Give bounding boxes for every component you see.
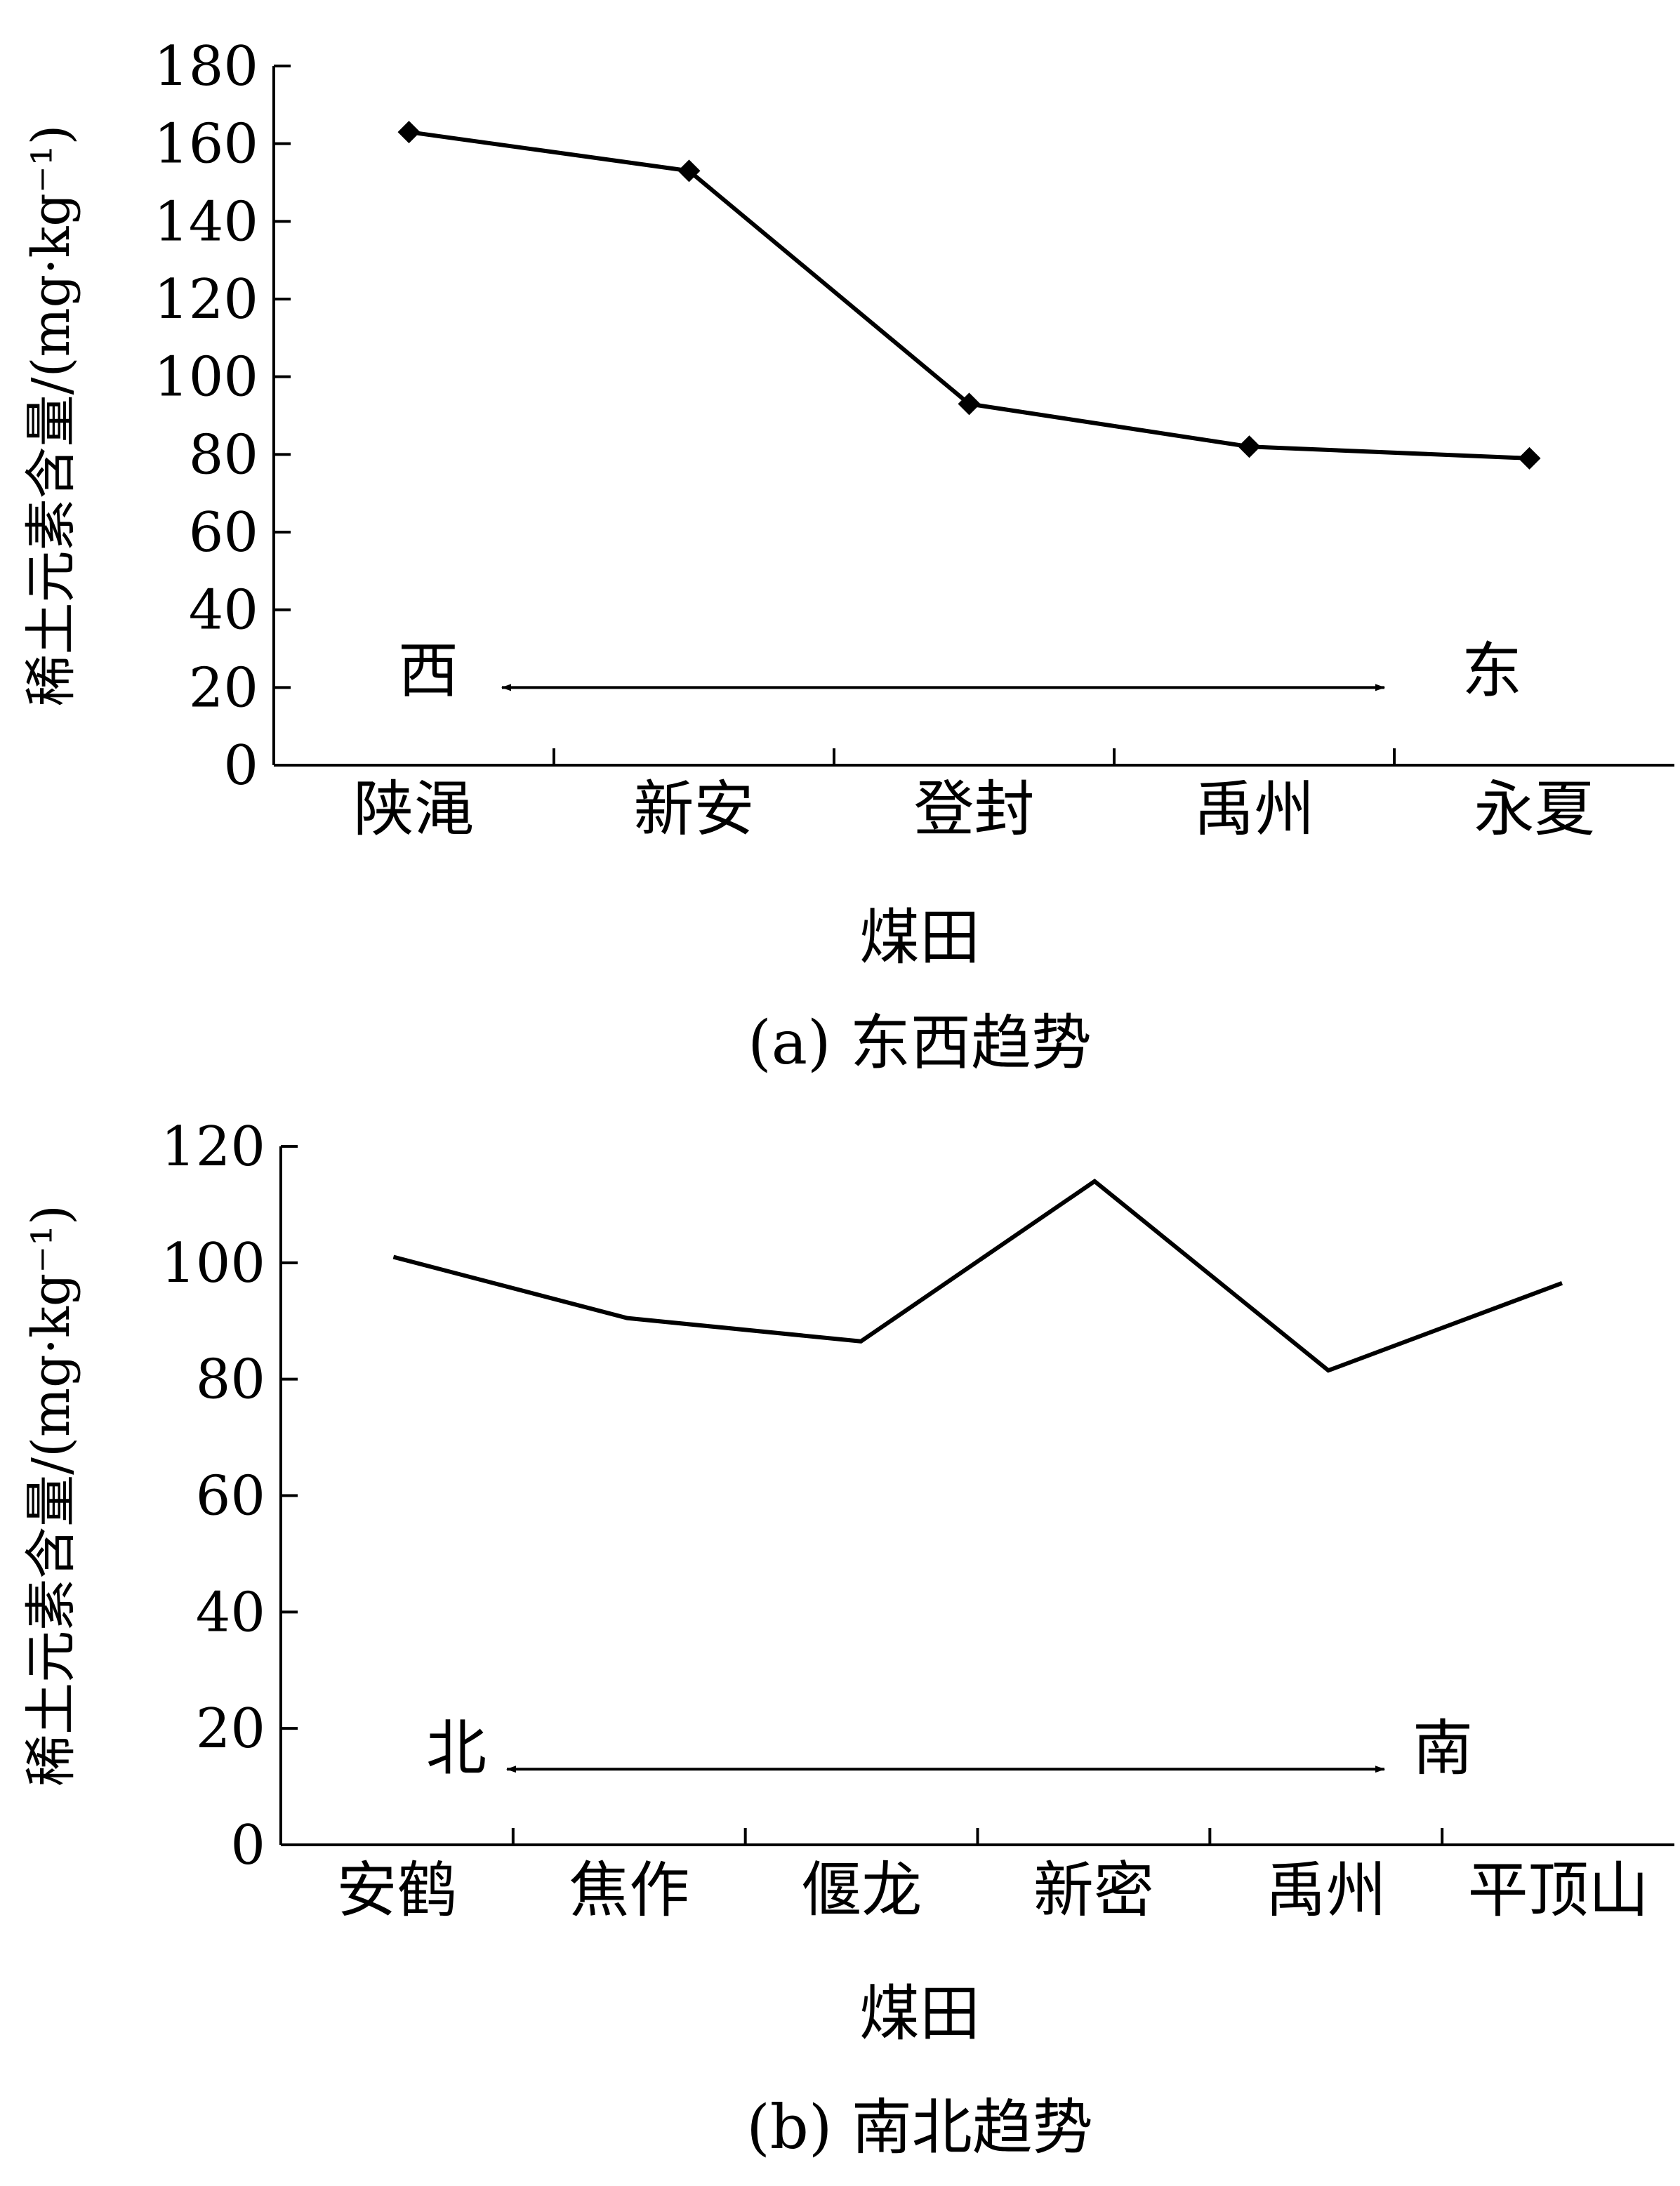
chart-caption: (a) 东西趋势 [748, 1008, 1092, 1078]
y-tick-label: 120 [154, 268, 258, 331]
x-tick-label: 新密 [1033, 1855, 1154, 1926]
y-tick-label: 40 [196, 1581, 265, 1644]
y-tick-label: 140 [154, 190, 258, 253]
y-tick-label: 40 [189, 579, 258, 642]
y-tick-label: 80 [189, 423, 258, 486]
y-tick-label: 120 [161, 1115, 265, 1179]
y-tick-label: 160 [154, 113, 258, 176]
data-point [1518, 446, 1541, 470]
x-tick-label: 偃龙 [801, 1855, 922, 1926]
direction-label-left: 北 [426, 1714, 487, 1784]
data-point [958, 392, 981, 416]
chart-caption: (b) 南北趋势 [746, 2093, 1093, 2163]
y-tick-label: 60 [189, 501, 258, 564]
y-axis-title: 稀土元素含量/(mg·kg⁻¹) [21, 125, 81, 707]
y-tick-label: 0 [223, 734, 258, 797]
direction-label-left: 西 [398, 636, 458, 706]
x-tick-label: 焦作 [569, 1855, 689, 1926]
series-line [392, 1179, 1563, 1373]
x-axis-title: 煤田 [859, 1979, 980, 2049]
y-tick-label: 60 [196, 1465, 265, 1528]
x-tick-label: 禹州 [1266, 1855, 1387, 1926]
x-tick-label: 平顶山 [1468, 1855, 1649, 1926]
data-point [1238, 435, 1261, 458]
x-tick-label: 陕渑 [354, 774, 475, 844]
y-tick-label: 20 [196, 1697, 265, 1761]
chart-east-west: 0 20 40 60 80 100 120 140 160 180 陕渑 新安 登封 禹州 永夏 西 东 稀土元素… [21, 35, 1674, 1078]
y-tick-label: 20 [189, 656, 258, 720]
data-point [397, 121, 421, 144]
y-tick-label: 180 [154, 35, 258, 98]
x-tick-label: 永夏 [1474, 774, 1595, 844]
data-point [677, 159, 701, 183]
x-tick-label: 登封 [914, 774, 1035, 844]
x-tick-label: 新安 [634, 774, 755, 844]
y-tick-label: 80 [196, 1349, 265, 1412]
x-axis-title: 煤田 [859, 903, 980, 973]
y-axis-title: 稀土元素含量/(mg·kg⁻¹) [21, 1205, 81, 1787]
x-tick-label: 安鹤 [336, 1855, 457, 1926]
y-tick-label: 0 [230, 1814, 265, 1877]
y-tick-label: 100 [154, 346, 258, 409]
y-tick-label: 100 [161, 1232, 265, 1295]
direction-label-right: 南 [1413, 1714, 1473, 1784]
chart-north-south: 0 20 40 60 80 100 120 安鹤 焦作 偃龙 新密 禹州 平顶山 北 南 稀土元素含量/(mg… [21, 1115, 1674, 2163]
direction-label-right: 东 [1462, 636, 1522, 706]
x-tick-label: 禹州 [1194, 774, 1315, 844]
